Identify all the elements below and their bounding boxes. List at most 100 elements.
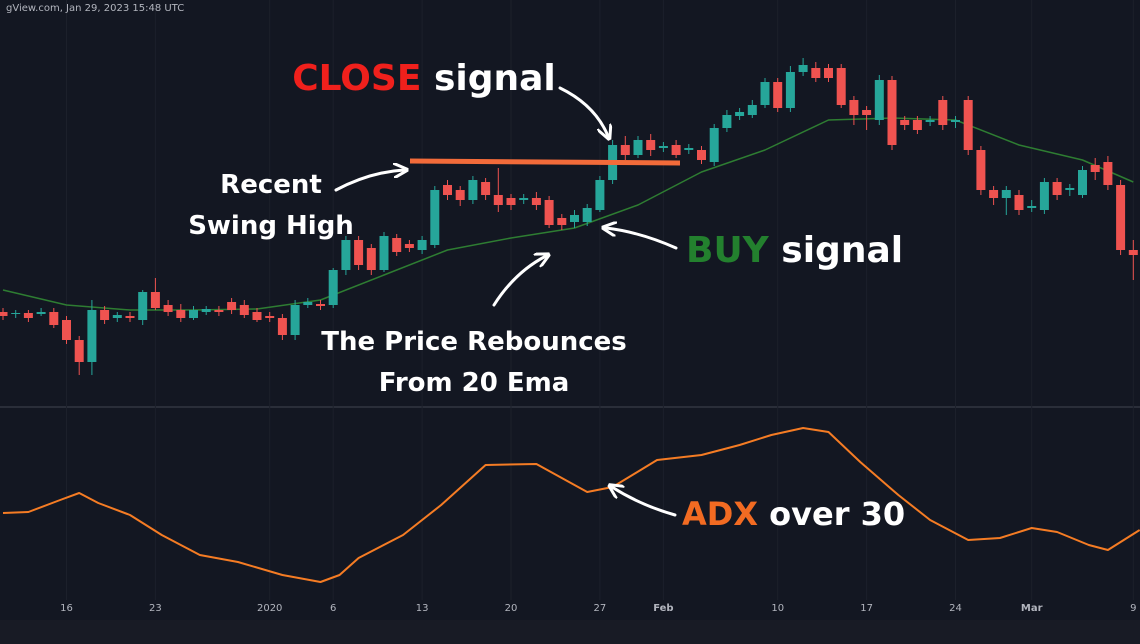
arrow — [492, 256, 546, 307]
x-tick-label: 6 — [330, 603, 336, 614]
over-word: over 30 — [758, 495, 905, 533]
candle-body — [1014, 195, 1024, 210]
candle-body — [976, 150, 986, 190]
candle-body — [138, 292, 148, 320]
candle-body — [684, 148, 694, 150]
candle-body — [709, 128, 719, 162]
candle-body — [874, 80, 884, 120]
candle-body — [252, 312, 262, 320]
candle-body — [227, 302, 237, 310]
adx-word: ADX — [682, 495, 758, 533]
x-tick-label: 24 — [949, 603, 962, 614]
candle-body — [163, 305, 173, 312]
bottom-strip — [0, 620, 1140, 644]
candle-body — [697, 150, 706, 160]
candle-body — [277, 318, 287, 335]
candle-body — [1128, 250, 1138, 255]
watermark: gView.com, Jan 29, 2023 15:48 UTC — [6, 3, 184, 14]
candle-body — [1065, 188, 1075, 190]
candle-body — [493, 195, 503, 205]
rebound-line-2: From 20 Ema — [379, 368, 570, 398]
swing-high-line-1: Recent — [220, 170, 322, 200]
arrows — [334, 86, 678, 517]
candle-body — [214, 310, 224, 312]
candle-body — [239, 305, 249, 315]
candle-body — [11, 313, 21, 314]
candle-body — [595, 180, 605, 210]
candle-body — [201, 309, 211, 312]
candle-body — [887, 80, 897, 145]
swing-high-line-2: Swing High — [188, 211, 354, 241]
buy-word: BUY — [686, 230, 770, 271]
candle-body — [430, 190, 440, 245]
candle-body — [900, 120, 910, 125]
candle-body — [316, 304, 325, 306]
candle-body — [1027, 206, 1037, 208]
candle-body — [722, 115, 732, 128]
candle-body — [824, 68, 833, 78]
x-tick-label: 13 — [416, 603, 429, 614]
candle-body — [468, 180, 478, 200]
candle-body — [620, 145, 630, 155]
candle-body — [62, 320, 71, 340]
candle-body — [570, 215, 579, 222]
candle-body — [290, 305, 300, 335]
candle-body — [531, 198, 541, 205]
arrow — [612, 487, 677, 517]
close-word: CLOSE — [292, 58, 421, 99]
candle-body — [938, 100, 948, 125]
candle-body — [455, 190, 465, 200]
candle-body — [328, 270, 338, 305]
candle-body — [176, 310, 186, 318]
candle-body — [506, 198, 516, 205]
candle-body — [265, 316, 275, 318]
candle-body — [785, 72, 795, 108]
x-tick-label: 23 — [149, 603, 162, 614]
candle-body — [798, 65, 808, 72]
rebound-line-1: The Price Rebounces — [321, 327, 627, 357]
candle-body — [925, 120, 935, 122]
candle-body — [989, 190, 999, 198]
signal-word: signal — [769, 230, 903, 271]
swing-high-level — [409, 158, 681, 166]
candle-body — [74, 340, 84, 362]
candle-body — [811, 68, 821, 78]
arrow — [334, 170, 404, 192]
candle-body — [189, 310, 198, 318]
candle-body — [557, 218, 567, 225]
candle-body — [150, 292, 160, 308]
candle-body — [735, 112, 745, 116]
candle-body — [633, 140, 643, 155]
candle-body — [481, 182, 491, 195]
candle-body — [747, 105, 757, 115]
candle-body — [1116, 185, 1126, 250]
candle-body — [951, 120, 960, 122]
candle-body — [1103, 162, 1113, 185]
candle-body — [49, 312, 59, 325]
candle-body — [1052, 182, 1062, 195]
candle-body — [100, 310, 110, 320]
candle-body — [392, 238, 402, 252]
candle-body — [23, 313, 33, 318]
candle-body — [963, 100, 973, 150]
candle-body — [341, 240, 351, 270]
candle-body — [760, 82, 770, 105]
x-tick-label: 9 — [1130, 603, 1136, 614]
candle-body — [849, 100, 859, 115]
candle-body — [1078, 170, 1087, 195]
candle-body — [379, 236, 389, 270]
candle-body — [646, 140, 656, 150]
x-tick-label: 10 — [771, 603, 784, 614]
buy-signal-label: BUY signal — [686, 230, 903, 271]
close-signal-label: CLOSE signal — [292, 58, 556, 99]
candle-body — [544, 200, 554, 225]
candle-body — [519, 198, 529, 200]
candle-body — [773, 82, 783, 108]
x-tick-label: 27 — [594, 603, 607, 614]
x-tick-label: 17 — [860, 603, 873, 614]
candle-body — [87, 310, 97, 362]
candle-body — [404, 244, 414, 248]
candle-body — [443, 185, 452, 195]
